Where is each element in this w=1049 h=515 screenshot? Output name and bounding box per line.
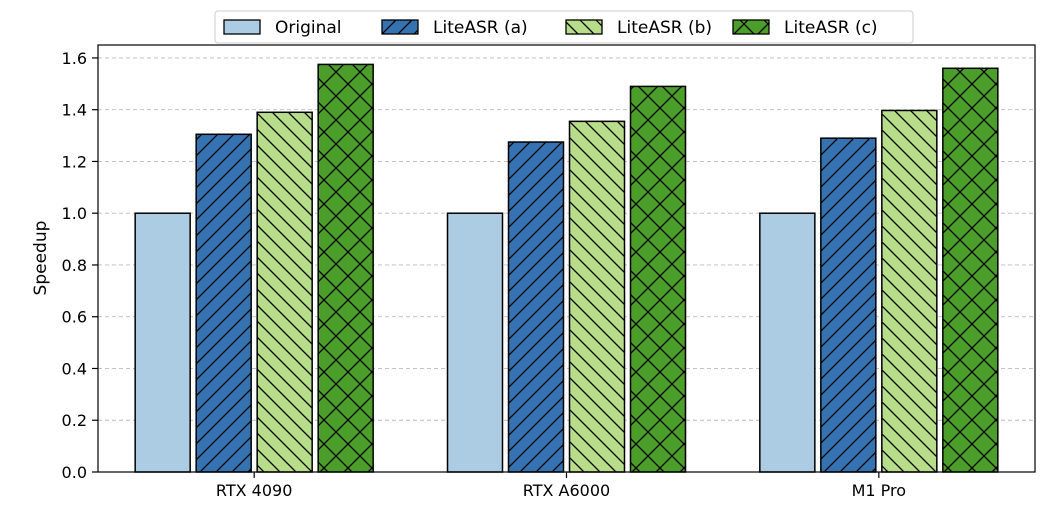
- grid-lines: [98, 57, 1035, 421]
- bar: [447, 213, 503, 472]
- y-tick-label: 0.6: [62, 308, 87, 327]
- y-tick-label: 0.0: [62, 463, 87, 482]
- bar: [759, 213, 815, 472]
- legend-label: Original: [275, 18, 342, 38]
- legend-box: [214, 10, 914, 44]
- y-tick-label: 1.0: [62, 204, 87, 223]
- bar-hatch: [881, 110, 937, 473]
- bar-hatch: [569, 121, 625, 473]
- legend-swatch-hatch: [733, 20, 769, 34]
- y-tick-label: 0.2: [62, 411, 87, 430]
- y-tick-label: 1.2: [62, 152, 87, 171]
- x-axis: RTX 4090 RTX A6000 M1 Pro: [216, 472, 906, 500]
- y-tick-label: 0.8: [62, 256, 87, 275]
- bar: [135, 213, 191, 472]
- bar-hatch: [820, 138, 876, 472]
- bar-hatch: [196, 134, 252, 473]
- bars: [134, 63, 999, 473]
- y-axis-label: Speedup: [31, 221, 51, 296]
- legend-swatch-hatch: [382, 20, 418, 34]
- y-tick-label: 1.4: [62, 101, 87, 120]
- bar-hatch: [257, 112, 313, 472]
- y-tick-label: 0.4: [62, 359, 87, 378]
- legend-swatch: [224, 20, 260, 34]
- legend-label: LiteASR (a): [433, 18, 528, 38]
- x-tick-label: RTX A6000: [523, 481, 610, 500]
- legend-swatch-hatch: [566, 20, 602, 34]
- legend-label: LiteASR (b): [617, 18, 712, 38]
- bar-hatch: [942, 68, 998, 473]
- y-axis: 0.0 0.2 0.4 0.6 0.8 1.0 1.2 1.4 1.6: [62, 49, 98, 482]
- y-tick-label: 1.6: [62, 49, 87, 68]
- bar-hatch: [630, 86, 686, 472]
- legend-swatch-outline: [565, 19, 603, 35]
- bar-hatch: [508, 142, 564, 472]
- legend-swatch-outline: [223, 19, 261, 35]
- legend: Original LiteASR (a) LiteASR (b) LiteASR (c…: [214, 10, 914, 44]
- x-tick-label: M1 Pro: [852, 481, 906, 500]
- legend-swatch-outline: [381, 19, 419, 35]
- bar-hatch: [318, 64, 374, 472]
- legend-swatch-outline: [732, 19, 770, 35]
- x-tick-label: RTX 4090: [216, 481, 293, 500]
- legend-label: LiteASR (c): [784, 18, 878, 38]
